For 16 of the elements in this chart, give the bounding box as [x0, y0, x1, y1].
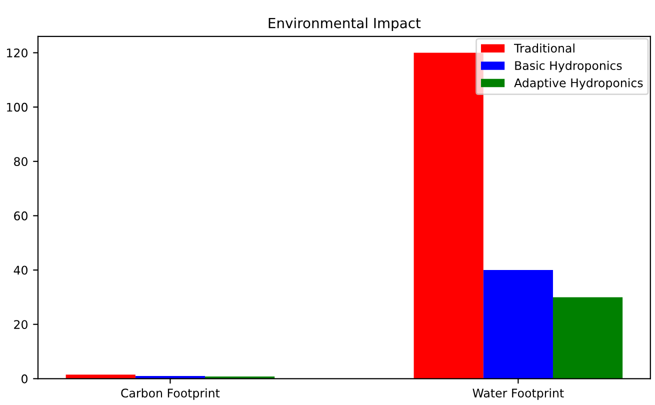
bar	[552, 297, 623, 379]
x-tick-label: Water Footprint	[472, 388, 564, 400]
legend-label: Basic Hydroponics	[515, 60, 622, 72]
bar	[414, 52, 484, 379]
bar	[483, 270, 553, 379]
legend-label: Adaptive Hydroponics	[514, 78, 643, 90]
y-tick-label: 0	[22, 374, 28, 384]
chart-title: Environmental Impact	[268, 18, 421, 32]
y-tick-label: 100	[7, 102, 28, 112]
legend-label: Traditional	[514, 44, 574, 53]
y-tick-label: 40	[14, 266, 28, 275]
y-tick-label: 20	[14, 320, 28, 330]
y-tick-label: 60	[14, 211, 28, 220]
x-tick-label: Carbon Footprint	[121, 388, 220, 400]
y-tick-label: 120	[7, 48, 28, 58]
y-tick-label: 80	[14, 157, 28, 166]
